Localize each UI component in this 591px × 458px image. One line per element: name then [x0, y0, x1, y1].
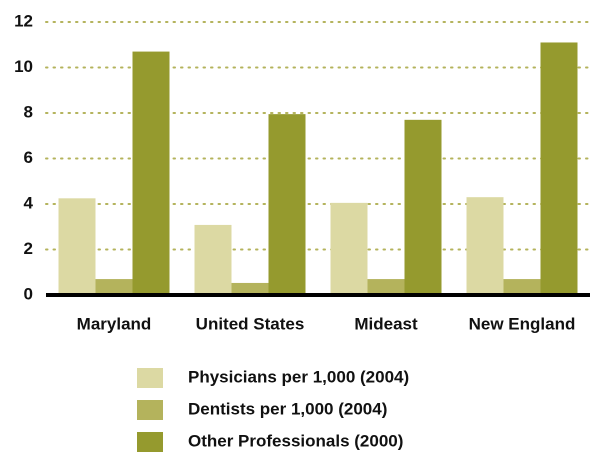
bar — [330, 202, 368, 295]
legend-label: Dentists per 1,000 (2004) — [188, 399, 387, 418]
bar — [268, 114, 306, 295]
bar — [132, 51, 170, 296]
x-tick-label: New England — [469, 314, 576, 333]
bar — [466, 197, 504, 295]
y-tick-label: 8 — [24, 102, 33, 121]
legend-label: Physicians per 1,000 (2004) — [188, 367, 409, 386]
legend-swatch — [137, 400, 163, 420]
bar — [58, 198, 96, 295]
legend-swatch — [137, 368, 163, 388]
legend-swatch — [137, 432, 163, 452]
bar — [95, 279, 133, 295]
y-tick-label: 2 — [24, 239, 33, 258]
legend-label: Other Professionals (2000) — [188, 431, 403, 450]
x-tick-label: United States — [196, 314, 305, 333]
y-tick-label: 4 — [24, 193, 34, 212]
y-tick-label: 10 — [14, 57, 33, 76]
bar — [231, 282, 269, 295]
x-tick-label: Maryland — [77, 314, 152, 333]
bar — [367, 279, 405, 295]
bar — [404, 119, 442, 295]
x-tick-label: Mideast — [354, 314, 418, 333]
bar — [540, 42, 578, 295]
y-tick-label: 6 — [24, 148, 33, 167]
y-tick-label: 12 — [14, 11, 33, 30]
bar — [194, 224, 232, 295]
y-tick-label: 0 — [24, 284, 33, 303]
bar — [503, 279, 541, 295]
